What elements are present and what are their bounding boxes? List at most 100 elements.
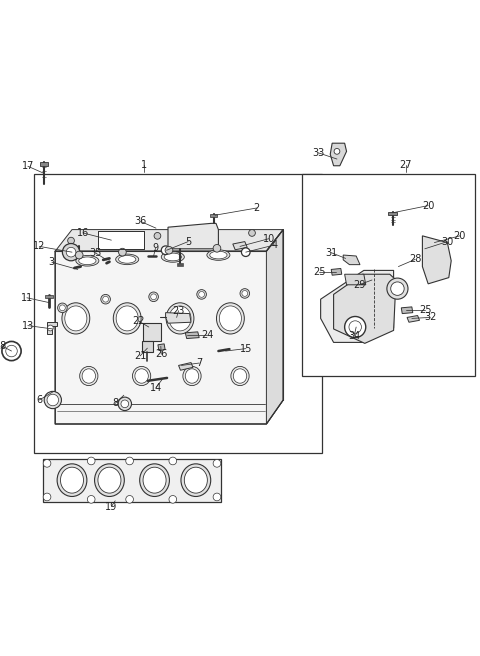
Text: 26: 26 <box>155 350 168 359</box>
Circle shape <box>202 231 209 237</box>
Circle shape <box>345 316 366 338</box>
Ellipse shape <box>57 464 87 497</box>
Bar <box>43 459 221 502</box>
Polygon shape <box>185 332 199 338</box>
Circle shape <box>66 247 76 257</box>
Circle shape <box>108 234 115 241</box>
Circle shape <box>75 251 83 259</box>
Ellipse shape <box>219 306 241 331</box>
Text: 12: 12 <box>33 241 46 251</box>
Circle shape <box>213 459 221 467</box>
Ellipse shape <box>140 464 169 497</box>
Text: 1: 1 <box>141 160 147 170</box>
Ellipse shape <box>210 251 227 259</box>
Circle shape <box>43 459 51 467</box>
Text: 27: 27 <box>399 160 412 170</box>
Text: 24: 24 <box>201 330 214 340</box>
Bar <box>40 163 48 166</box>
Ellipse shape <box>82 369 96 383</box>
Text: 11: 11 <box>21 293 33 303</box>
Ellipse shape <box>62 303 90 334</box>
Circle shape <box>240 289 250 298</box>
Circle shape <box>126 495 133 503</box>
Circle shape <box>87 495 95 503</box>
Text: 5: 5 <box>185 237 192 247</box>
Circle shape <box>213 245 221 252</box>
Circle shape <box>103 297 108 302</box>
Bar <box>177 263 183 266</box>
Circle shape <box>43 493 51 501</box>
Text: 10: 10 <box>263 234 275 244</box>
Text: 13: 13 <box>22 321 34 331</box>
Ellipse shape <box>185 369 199 383</box>
Ellipse shape <box>98 467 121 493</box>
Circle shape <box>87 457 95 465</box>
Bar <box>45 295 53 298</box>
Ellipse shape <box>116 306 138 331</box>
Ellipse shape <box>135 369 148 383</box>
Bar <box>98 231 144 249</box>
Circle shape <box>68 237 74 244</box>
Text: 33: 33 <box>312 148 324 158</box>
Circle shape <box>149 292 158 302</box>
Text: 22: 22 <box>132 316 144 326</box>
Circle shape <box>242 291 248 297</box>
Text: 25: 25 <box>313 268 325 277</box>
Text: 17: 17 <box>22 161 34 171</box>
Text: 16: 16 <box>77 228 89 238</box>
Text: 19: 19 <box>105 502 118 512</box>
Polygon shape <box>401 307 413 314</box>
Polygon shape <box>158 344 165 350</box>
Circle shape <box>6 345 17 357</box>
Ellipse shape <box>181 464 211 497</box>
Circle shape <box>165 247 173 254</box>
Ellipse shape <box>119 256 136 263</box>
Bar <box>302 174 475 376</box>
Ellipse shape <box>116 254 139 264</box>
Polygon shape <box>166 313 191 323</box>
Circle shape <box>44 392 61 409</box>
Text: 28: 28 <box>409 255 421 264</box>
Circle shape <box>121 400 129 407</box>
Text: 29: 29 <box>353 280 365 290</box>
Circle shape <box>48 325 53 331</box>
Ellipse shape <box>65 306 87 331</box>
Polygon shape <box>331 268 342 276</box>
Polygon shape <box>47 322 57 334</box>
Polygon shape <box>343 255 360 264</box>
Text: 20: 20 <box>454 231 466 241</box>
Text: 3: 3 <box>49 257 55 267</box>
Text: 15: 15 <box>240 344 252 354</box>
Circle shape <box>161 246 170 255</box>
Ellipse shape <box>161 252 184 262</box>
Circle shape <box>349 321 361 333</box>
Text: 36: 36 <box>134 216 147 226</box>
Bar <box>143 323 161 341</box>
Ellipse shape <box>233 369 247 383</box>
Circle shape <box>169 457 177 465</box>
Polygon shape <box>266 230 283 424</box>
Circle shape <box>197 289 206 299</box>
Ellipse shape <box>79 257 96 264</box>
Ellipse shape <box>169 306 191 331</box>
Text: 6: 6 <box>36 395 42 405</box>
Text: 2: 2 <box>253 203 260 213</box>
Text: 8: 8 <box>112 398 118 408</box>
Ellipse shape <box>183 367 201 386</box>
Circle shape <box>213 493 221 501</box>
Polygon shape <box>422 236 451 284</box>
Circle shape <box>2 341 21 361</box>
Polygon shape <box>55 230 283 251</box>
Circle shape <box>154 232 161 239</box>
Bar <box>210 214 217 216</box>
Circle shape <box>58 303 67 313</box>
Ellipse shape <box>80 367 98 386</box>
Polygon shape <box>168 223 218 249</box>
Circle shape <box>334 148 340 154</box>
Circle shape <box>249 230 255 236</box>
Text: 30: 30 <box>441 237 454 247</box>
Circle shape <box>126 457 133 465</box>
Circle shape <box>101 295 110 304</box>
Ellipse shape <box>207 250 230 260</box>
Ellipse shape <box>143 467 166 493</box>
